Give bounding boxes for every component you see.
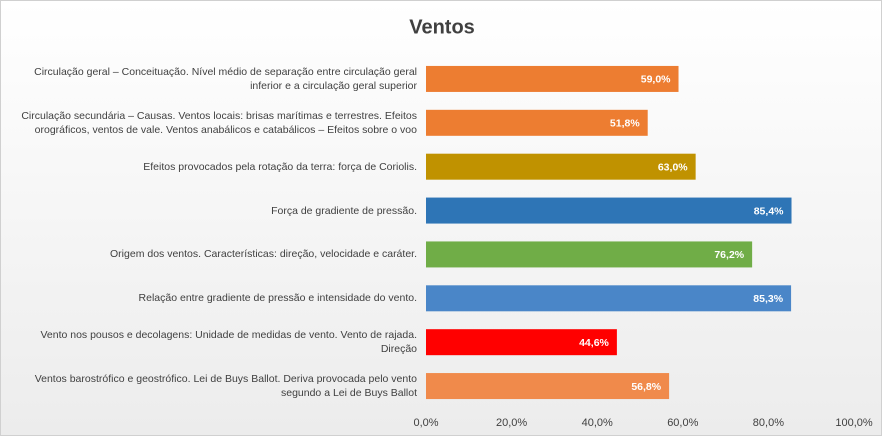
x-tick-label: 100,0% (835, 417, 873, 429)
bar (426, 109, 648, 136)
bar (426, 329, 617, 356)
bar (426, 197, 792, 224)
x-tick-label: 80,0% (753, 417, 784, 429)
value-label: 56,8% (631, 381, 661, 393)
value-label: 63,0% (658, 161, 688, 173)
bar (426, 285, 792, 312)
bar (426, 65, 679, 92)
value-label: 76,2% (714, 249, 744, 261)
x-tick-label: 40,0% (582, 417, 613, 429)
category-label: Origem dos ventos. Características: dire… (110, 248, 417, 261)
value-label: 85,3% (753, 293, 783, 305)
x-tick-label: 60,0% (667, 417, 698, 429)
bar (426, 373, 670, 400)
category-label: Circulação secundária – Causas. Ventos l… (21, 109, 417, 136)
category-label: Vento nos pousos e decolagens: Unidade d… (40, 329, 417, 356)
value-label: 44,6% (579, 337, 609, 349)
value-label: 51,8% (610, 118, 640, 130)
category-label: Ventos barostrófico e geostrófico. Lei d… (34, 373, 417, 400)
bar (426, 153, 696, 180)
category-label: Relação entre gradiente de pressão e int… (138, 292, 417, 305)
chart-title: Ventos (409, 16, 475, 38)
value-label: 59,0% (641, 74, 671, 86)
category-label: Circulação geral – Conceituação. Nível m… (34, 65, 417, 92)
bar (426, 241, 753, 268)
x-tick-label: 20,0% (496, 417, 527, 429)
category-label: Força de gradiente de pressão. (271, 204, 417, 217)
value-label: 85,4% (754, 205, 784, 217)
category-label: Efeitos provocados pela rotação da terra… (143, 160, 417, 173)
x-tick-label: 0,0% (413, 417, 438, 429)
